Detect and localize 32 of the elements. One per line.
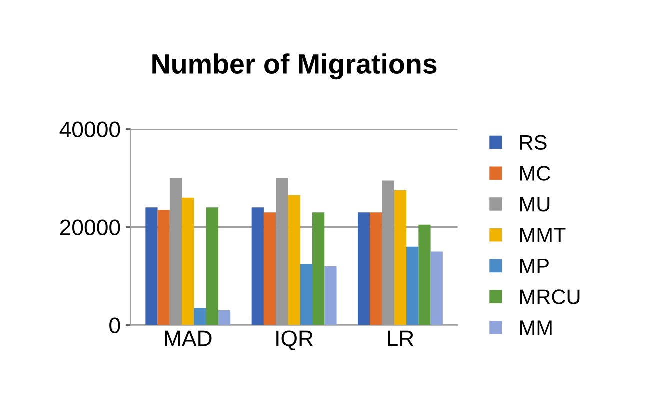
legend-label: MC — [520, 166, 550, 181]
bar — [394, 190, 407, 326]
y-tick-label: 20000 — [60, 220, 120, 236]
legend-label: MU — [520, 197, 550, 212]
bar — [182, 198, 194, 326]
y-tick-label: 0 — [110, 318, 120, 334]
legend-label: MRCU — [520, 290, 580, 304]
y-tick-label: 40000 — [60, 122, 120, 138]
legend-label: RS — [520, 135, 547, 150]
bar — [300, 264, 312, 326]
legend-label: MMT — [520, 228, 566, 242]
bar — [358, 212, 370, 326]
bar — [158, 210, 170, 326]
chart-title: Number of Migrations — [152, 54, 437, 80]
bar — [218, 310, 231, 326]
bar — [418, 224, 431, 326]
bar — [312, 212, 325, 326]
legend-label: MM — [520, 320, 552, 336]
bar — [406, 246, 419, 326]
x-tick-label: MAD — [165, 330, 212, 346]
bar — [146, 208, 158, 326]
bar — [194, 308, 206, 326]
x-tick-label: LR — [388, 330, 414, 346]
bar — [206, 208, 218, 326]
legend-label: MP — [520, 259, 549, 274]
x-tick-label: IQR — [276, 330, 314, 350]
bar — [370, 212, 382, 326]
bar — [264, 212, 276, 326]
bar — [252, 208, 264, 326]
bar — [430, 252, 443, 326]
bar — [324, 266, 337, 326]
bar — [288, 195, 300, 326]
